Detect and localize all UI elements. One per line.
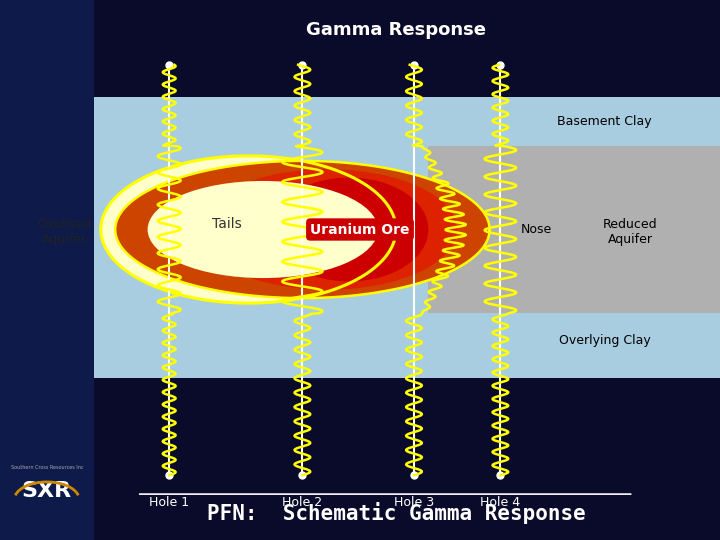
Text: Basement Clay: Basement Clay [557, 115, 652, 128]
Text: PFN:  Schematic Gamma Response: PFN: Schematic Gamma Response [207, 502, 585, 524]
Text: Uranium Ore: Uranium Ore [310, 222, 410, 237]
Text: Southern Cross Resources Inc: Southern Cross Resources Inc [11, 464, 83, 470]
Text: Nose: Nose [521, 223, 552, 236]
Text: Oxidised
Aquifer: Oxidised Aquifer [37, 218, 92, 246]
Bar [94, 97, 720, 146]
Text: Hole 1: Hole 1 [149, 496, 189, 509]
Ellipse shape [270, 178, 428, 281]
Bar [428, 146, 720, 313]
Text: SXR: SXR [22, 481, 72, 502]
Ellipse shape [101, 156, 396, 303]
Text: Hole 3: Hole 3 [394, 496, 434, 509]
Text: Hole 2: Hole 2 [282, 496, 323, 509]
Bar [94, 146, 720, 313]
Text: Tails: Tails [212, 217, 242, 231]
Ellipse shape [198, 169, 457, 290]
Text: Overlying Clay: Overlying Clay [559, 334, 651, 347]
Bar [0, 0, 94, 540]
Bar [94, 313, 720, 378]
Text: Reduced
Aquifer: Reduced Aquifer [603, 218, 657, 246]
Ellipse shape [115, 161, 490, 298]
Text: Gamma Response: Gamma Response [306, 21, 486, 39]
Text: Hole 4: Hole 4 [480, 496, 521, 509]
Ellipse shape [148, 181, 378, 278]
